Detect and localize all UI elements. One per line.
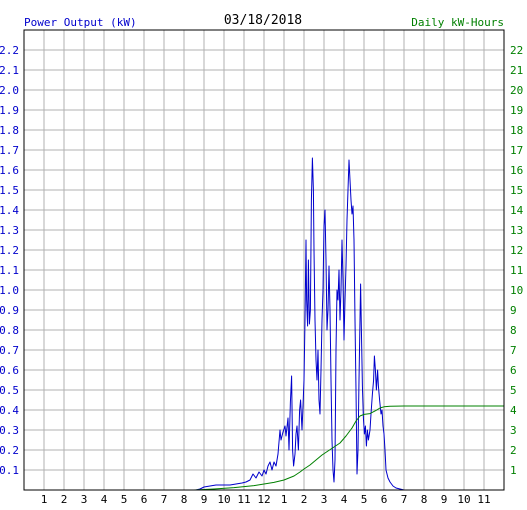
- x-tick-label: 6: [141, 493, 148, 506]
- left-tick-label: 1.3: [0, 224, 19, 237]
- left-tick-label: 0.2: [0, 444, 19, 457]
- right-tick-label: 5: [510, 384, 517, 397]
- right-tick-label: 13: [510, 224, 523, 237]
- right-tick-label: 9: [510, 304, 517, 317]
- x-tick-label: 2: [61, 493, 68, 506]
- left-tick-label: 1.1: [0, 264, 19, 277]
- right-tick-label: 6: [510, 364, 517, 377]
- energy-series-line: [193, 405, 504, 491]
- right-tick-label: 2: [510, 444, 517, 457]
- left-tick-label: 0.9: [0, 304, 19, 317]
- right-tick-label: 14: [510, 204, 524, 217]
- x-tick-label: 7: [161, 493, 168, 506]
- x-tick-label: 11: [477, 493, 490, 506]
- right-tick-label: 12: [510, 244, 523, 257]
- right-tick-label: 8: [510, 324, 517, 337]
- right-tick-label: 20: [510, 84, 523, 97]
- right-tick-label: 7: [510, 344, 517, 357]
- left-tick-label: 2.1: [0, 64, 19, 77]
- right-tick-label: 17: [510, 144, 523, 157]
- left-tick-label: 1.0: [0, 284, 19, 297]
- x-tick-label: 8: [421, 493, 428, 506]
- left-tick-label: 0.1: [0, 464, 19, 477]
- x-tick-label: 10: [217, 493, 230, 506]
- left-tick-label: 1.6: [0, 164, 19, 177]
- right-tick-label: 19: [510, 104, 523, 117]
- left-tick-label: 0.4: [0, 404, 19, 417]
- x-tick-label: 12: [257, 493, 270, 506]
- right-tick-label: 16: [510, 164, 523, 177]
- left-tick-label: 1.2: [0, 244, 19, 257]
- left-axis-label: Power Output (kW): [24, 16, 137, 29]
- right-tick-label: 15: [510, 184, 523, 197]
- left-tick-label: 0.8: [0, 324, 19, 337]
- left-tick-label: 2.2: [0, 44, 19, 57]
- right-tick-label: 21: [510, 64, 523, 77]
- x-tick-label: 7: [401, 493, 408, 506]
- x-axis-ticks: 1 2 3 4 5 6 7 8 9 10 11 12 1 2 3 4 5 6 7 8 9 10 11: [41, 493, 491, 506]
- left-tick-label: 2.0: [0, 84, 19, 97]
- x-tick-label: 9: [201, 493, 208, 506]
- left-tick-label: 1.5: [0, 184, 19, 197]
- left-tick-label: 1.9: [0, 104, 19, 117]
- right-tick-label: 1: [510, 464, 517, 477]
- x-tick-label: 10: [457, 493, 470, 506]
- x-tick-label: 6: [381, 493, 388, 506]
- left-tick-label: 0.5: [0, 384, 19, 397]
- right-tick-label: 11: [510, 264, 523, 277]
- right-tick-label: 3: [510, 424, 517, 437]
- x-tick-label: 8: [181, 493, 188, 506]
- chart-title: 03/18/2018: [224, 13, 302, 28]
- left-tick-label: 1.4: [0, 204, 19, 217]
- series-layer: [193, 157, 504, 491]
- left-tick-label: 1.7: [0, 144, 19, 157]
- left-axis-ticks: 0.1 0.2 0.3 0.4 0.5 0.6 0.7 0.8 0.9 1.0 1.1 1.2 1.3 1…: [0, 44, 19, 477]
- left-tick-label: 1.8: [0, 124, 19, 137]
- x-tick-label: 11: [237, 493, 250, 506]
- x-tick-label: 4: [101, 493, 108, 506]
- right-tick-label: 22: [510, 44, 523, 57]
- plot-frame: [23, 29, 505, 491]
- x-tick-label: 4: [341, 493, 348, 506]
- x-tick-label: 9: [441, 493, 448, 506]
- right-tick-label: 10: [510, 284, 523, 297]
- x-tick-label: 1: [41, 493, 48, 506]
- left-tick-label: 0.7: [0, 344, 19, 357]
- x-tick-label: 3: [81, 493, 88, 506]
- x-tick-label: 2: [301, 493, 308, 506]
- power-series-line: [195, 157, 405, 491]
- left-tick-label: 0.3: [0, 424, 19, 437]
- x-tick-label: 5: [361, 493, 368, 506]
- x-tick-label: 3: [321, 493, 328, 506]
- grid: [24, 30, 504, 490]
- right-tick-label: 18: [510, 124, 523, 137]
- right-tick-label: 4: [510, 404, 517, 417]
- left-tick-label: 0.6: [0, 364, 19, 377]
- x-tick-label: 5: [121, 493, 128, 506]
- x-tick-label: 1: [281, 493, 288, 506]
- right-axis-label: Daily kW-Hours: [411, 16, 504, 29]
